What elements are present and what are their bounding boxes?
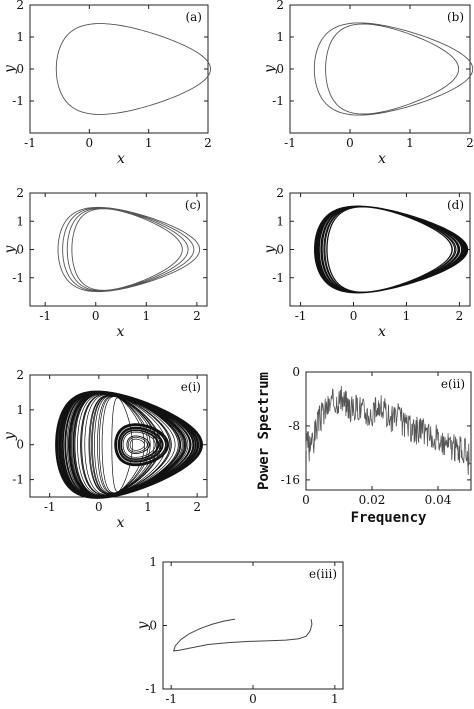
y-tick-label: 2 xyxy=(16,368,24,382)
phase-orbit xyxy=(55,23,211,115)
x-tick-label: 2 xyxy=(193,309,201,323)
y-tick-label: 0 xyxy=(16,62,24,76)
x-tick-label: -1 xyxy=(39,309,51,323)
x-tick-label: -1 xyxy=(295,309,307,323)
y-tick-label: -8 xyxy=(288,419,300,433)
phase-orbit xyxy=(313,205,469,294)
x-axis-label: x xyxy=(117,515,125,531)
trajectory-curve xyxy=(172,618,313,652)
y-tick-label: 0 xyxy=(16,243,24,257)
x-tick-label: 2 xyxy=(466,136,474,150)
y-tick-label: 1 xyxy=(16,403,24,417)
y-tick-label: 0 xyxy=(292,365,300,379)
x-tick-label: 0 xyxy=(95,500,103,514)
plot-frame-b xyxy=(289,4,471,134)
phase-orbit xyxy=(55,390,203,499)
y-tick-label: -1 xyxy=(12,473,24,487)
panel-label: (b) xyxy=(447,10,464,24)
y-tick-label: 1 xyxy=(16,214,24,228)
y-tick-label: -1 xyxy=(272,271,284,285)
x-tick-label: 0 xyxy=(86,136,94,150)
y-tick-label: 0 xyxy=(16,438,24,452)
y-tick-label: -1 xyxy=(145,682,157,696)
x-tick-label: -1 xyxy=(165,692,177,706)
y-tick-label: 2 xyxy=(276,186,284,200)
panel-label: e(iii) xyxy=(309,567,337,581)
x-tick-label: 1 xyxy=(403,309,411,323)
x-tick-label: 2 xyxy=(204,136,212,150)
y-axis-label: y xyxy=(2,64,18,74)
panel-label: (d) xyxy=(447,198,464,212)
x-axis-label: x xyxy=(117,151,125,167)
x-tick-label: 1 xyxy=(142,309,150,323)
phase-orbit xyxy=(57,206,201,293)
x-tick-label: 1 xyxy=(331,692,339,706)
y-tick-label: 1 xyxy=(16,30,24,44)
power-spectrum-line xyxy=(305,385,472,475)
y-axis-label: Power Spectrum xyxy=(256,372,272,490)
y-tick-label: -1 xyxy=(12,94,24,108)
y-tick-label: 0 xyxy=(276,243,284,257)
x-tick-label: 0 xyxy=(350,309,358,323)
panel-label: (c) xyxy=(185,198,201,212)
y-tick-label: 2 xyxy=(16,0,24,12)
phase-orbit xyxy=(313,22,474,116)
y-axis-label: y xyxy=(2,244,18,254)
x-tick-label: 1 xyxy=(145,136,153,150)
y-tick-label: 1 xyxy=(149,555,157,569)
x-axis-label: x xyxy=(378,324,386,340)
y-axis-label: y xyxy=(262,244,278,254)
x-tick-label: -1 xyxy=(44,500,56,514)
x-tick-label: 0 xyxy=(302,493,310,507)
y-tick-label: 2 xyxy=(16,186,24,200)
y-tick-label: 1 xyxy=(276,30,284,44)
panel-label: e(i) xyxy=(181,380,201,394)
x-tick-label: 1 xyxy=(144,500,152,514)
panel-label: e(ii) xyxy=(441,377,465,391)
x-tick-label: 2 xyxy=(193,500,201,514)
x-axis-label: x xyxy=(378,151,386,167)
panel-label: (a) xyxy=(185,10,202,24)
y-tick-label: 0 xyxy=(276,62,284,76)
x-tick-label: 0 xyxy=(346,136,354,150)
y-tick-label: 2 xyxy=(276,0,284,12)
y-tick-label: 1 xyxy=(276,214,284,228)
x-tick-label: 0.02 xyxy=(359,493,386,507)
x-axis-label: x xyxy=(117,324,125,340)
x-tick-label: 0 xyxy=(249,692,257,706)
y-axis-label: y xyxy=(135,620,151,630)
plot-frame-e_i xyxy=(29,374,208,498)
y-axis-label: y xyxy=(2,431,18,441)
x-axis-label: x xyxy=(251,707,259,709)
plot-frame-e_iii xyxy=(162,561,344,690)
x-tick-label: 2 xyxy=(456,309,464,323)
x-tick-label: -1 xyxy=(24,136,36,150)
y-tick-label: -1 xyxy=(12,271,24,285)
x-tick-label: 0.04 xyxy=(425,493,452,507)
y-tick-label: -1 xyxy=(272,94,284,108)
y-axis-label: y xyxy=(262,64,278,74)
x-tick-label: 0 xyxy=(92,309,100,323)
x-tick-label: -1 xyxy=(284,136,296,150)
y-tick-label: -16 xyxy=(281,473,300,487)
x-tick-label: 1 xyxy=(406,136,414,150)
y-tick-label: 0 xyxy=(149,619,157,633)
plot-frame-e_ii xyxy=(305,371,472,491)
x-axis-label: Frequency xyxy=(351,510,427,526)
